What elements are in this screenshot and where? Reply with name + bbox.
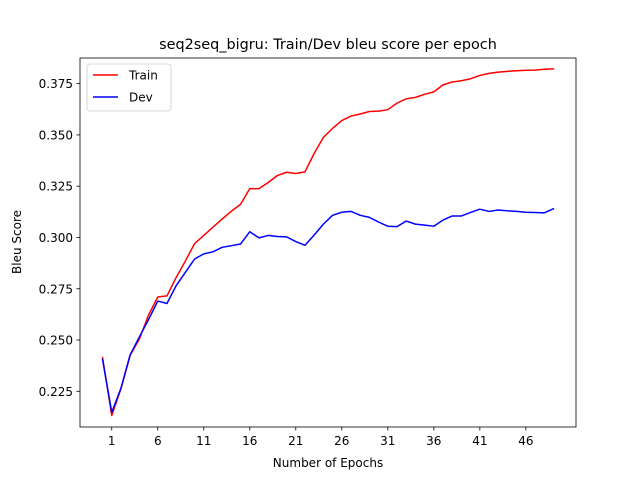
y-axis-label: Bleu Score (10, 210, 24, 274)
y-tick-label: 0.225 (39, 385, 73, 399)
series-line-dev (101, 207, 555, 413)
y-tick-label: 0.375 (39, 77, 73, 91)
x-tick-label: 46 (518, 434, 533, 448)
series-line-train (101, 68, 555, 417)
y-tick-label: 0.300 (39, 231, 73, 245)
x-tick-label: 41 (472, 434, 487, 448)
plot-area (101, 68, 555, 417)
axes-frame (79, 57, 577, 428)
x-tick-label: 1 (108, 434, 116, 448)
axes: 1 6 11 16 21 26 31 36 41 460.2250.2500.2750.3000.… (39, 57, 577, 448)
x-tick-label: 16 (242, 434, 257, 448)
y-tick-label: 0.325 (39, 180, 73, 194)
x-tick-label: 31 (380, 434, 395, 448)
legend-label-train: Train (128, 69, 158, 83)
x-tick-label: 6 (154, 434, 162, 448)
chart-title: seq2seq_bigru: Train/Dev bleu score per … (159, 37, 497, 53)
x-axis-label: Number of Epochs (273, 456, 383, 470)
legend: Train Dev (86, 63, 172, 112)
y-tick-label: 0.275 (39, 282, 73, 296)
x-tick-label: 36 (426, 434, 441, 448)
x-tick-label: 26 (334, 434, 349, 448)
y-tick-label: 0.250 (39, 334, 73, 348)
legend-label-dev: Dev (129, 91, 153, 105)
x-tick-label: 21 (288, 434, 303, 448)
y-tick-label: 0.350 (39, 128, 73, 142)
x-tick-label: 11 (196, 434, 211, 448)
